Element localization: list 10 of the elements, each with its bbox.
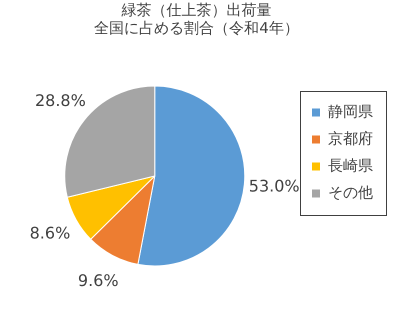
legend-label: 長崎県 [328,156,373,174]
data-label: 28.8% [34,91,86,110]
data-label: 8.6% [30,224,70,243]
data-label: 9.6% [78,271,119,290]
data-label: 53.0% [248,176,300,196]
legend-label: 京都府 [328,129,373,148]
legend-label: 静岡県 [328,102,373,120]
chart-subtitle: 全国に占める割合（令和4年） [94,18,299,37]
chart-title: 緑茶（仕上茶）出荷量 [120,0,272,19]
legend-label: その他 [328,183,373,202]
